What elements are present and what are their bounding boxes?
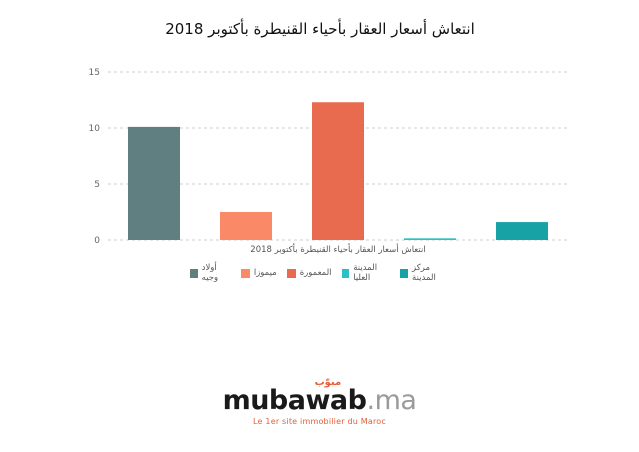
legend-label: المعمورة (299, 268, 332, 278)
y-tick-label: 0 (94, 236, 100, 246)
logo-wordmark: مبوّب mubawab.ma (222, 377, 417, 416)
y-tick-label: 5 (94, 180, 100, 190)
legend-swatch (240, 268, 250, 278)
y-axis-ticks: 0 5 10 15 (89, 68, 101, 246)
legend-label: ميموزا (253, 268, 277, 278)
chart-title: انتعاش أسعار العقار بأحياء القنيطرة بأكت… (165, 18, 475, 38)
legend-item[interactable]: المدينة العليا (341, 263, 391, 283)
mubawab-logo: مبوّب mubawab.ma Le 1er site immobilier … (0, 377, 639, 426)
legend-swatch (190, 268, 198, 278)
legend-label: المدينة العليا (353, 263, 378, 283)
legend-item[interactable]: ميموزا (240, 263, 277, 283)
logo-suffix: .ma (366, 385, 417, 416)
y-tick-label: 15 (89, 68, 100, 78)
legend-item[interactable]: أولاد وجيه (190, 263, 231, 283)
bars (128, 102, 548, 241)
legend-swatch (341, 268, 350, 278)
bar (404, 238, 456, 240)
legend-item[interactable]: المعمورة (286, 263, 332, 283)
logo-tagline: Le 1er site immobilier du Maroc (253, 417, 386, 426)
legend-label: أولاد وجيه (201, 263, 219, 283)
chart-legend: مركز المدينة المدينة العليا المعمورة ميموزا… (190, 263, 450, 283)
bar (496, 222, 548, 240)
x-axis-label: انتعاش أسعار العقار بأحياء القنيطرة بأكت… (250, 243, 425, 255)
bar (220, 212, 272, 240)
legend-swatch (400, 268, 409, 278)
logo-text: mubawab (222, 385, 367, 416)
logo-arabic-text: مبوّب (314, 377, 342, 388)
bar (312, 102, 364, 241)
legend-item[interactable]: مركز المدينة (400, 263, 450, 283)
y-tick-label: 10 (89, 124, 101, 134)
bar (128, 126, 180, 240)
legend-swatch (286, 268, 296, 278)
legend-label: مركز المدينة (412, 263, 436, 283)
